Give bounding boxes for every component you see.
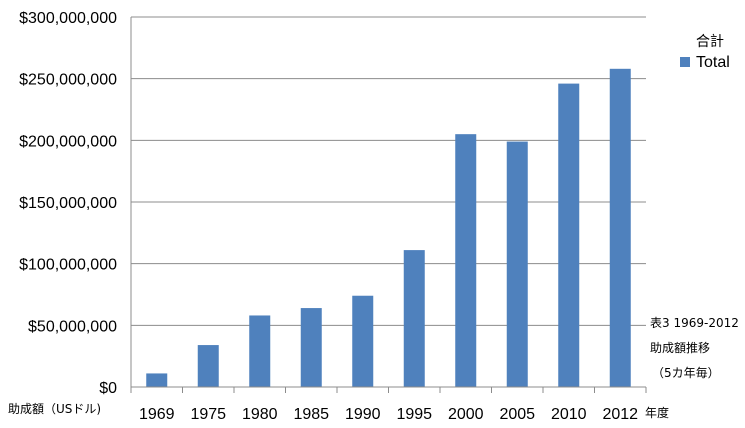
y-tick-label: $300,000,000: [19, 10, 117, 27]
bar-2012: [609, 68, 631, 388]
note-line-3: （5カ年毎）: [652, 365, 720, 380]
x-tick-label: 1975: [190, 406, 226, 423]
y-tick-label: $0: [99, 380, 117, 397]
y-tick-label: $200,000,000: [19, 133, 117, 150]
note-line-1: 表3 1969-2012: [650, 316, 739, 330]
x-tick-label: 1990: [345, 406, 381, 423]
note-line-2: 助成額推移: [650, 341, 710, 355]
legend: 合計 Total: [680, 34, 730, 71]
bar-1980: [249, 315, 271, 387]
x-tick-label: 1985: [293, 406, 329, 423]
y-tick-label: $150,000,000: [19, 195, 117, 212]
bar-1990: [352, 295, 374, 387]
x-axis-ticks: 1969 1975 1980 1985 1990 1995 2000 2005 2010 2012: [139, 406, 638, 423]
x-tick-label: 2010: [551, 406, 587, 423]
bar-1985: [300, 308, 322, 387]
legend-swatch: [680, 57, 690, 67]
y-axis-ticks: $0 $50,000,000 $100,000,000 $150,000,000 $20…: [19, 10, 117, 397]
x-tick-label: 2012: [602, 406, 638, 423]
bars: [146, 68, 631, 388]
y-tick-label: $50,000,000: [28, 318, 117, 335]
x-tick-label: 1995: [396, 406, 432, 423]
chart-note: 表3 1969-2012 助成額推移 （5カ年毎）: [650, 316, 739, 380]
bar-1975: [197, 345, 219, 387]
bar-1969: [146, 373, 168, 387]
x-tick-label: 1980: [242, 406, 278, 423]
bar-1995: [403, 250, 425, 387]
x-axis-label: 年度: [645, 405, 669, 420]
x-tick-label: 2000: [448, 406, 484, 423]
legend-title: 合計: [696, 34, 724, 50]
y-axis-label: 助成額（USドル): [8, 402, 101, 416]
legend-label-total: Total: [696, 54, 730, 71]
y-tick-label: $250,000,000: [19, 72, 117, 89]
x-tick-label: 1969: [139, 406, 175, 423]
bar-2010: [558, 83, 580, 387]
bar-2005: [506, 141, 528, 387]
x-tick-label: 2005: [499, 406, 535, 423]
bar-2000: [455, 134, 477, 387]
y-tick-label: $100,000,000: [19, 257, 117, 274]
axes: [130, 17, 647, 393]
